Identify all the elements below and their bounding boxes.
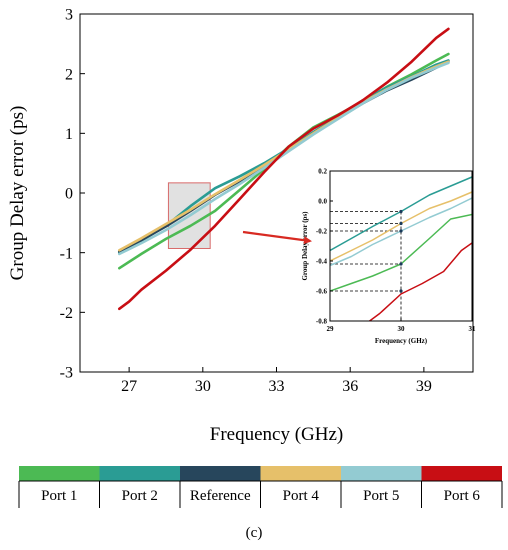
zoom-arrow [242, 230, 312, 245]
main-y-axis-label: Group Delay error (ps) [7, 106, 28, 281]
inset-xtick-label-0: 29 [327, 325, 335, 333]
inset-marker-1 [399, 221, 403, 226]
main-ytick-label-0: -3 [60, 365, 73, 382]
legend: Port 1 Port 2 Reference Port 4 Port 5 Port 6 [18, 466, 503, 508]
inset-ytick-label-0: -0.8 [316, 317, 328, 325]
main-x-axis-label: Frequency (GHz) [210, 424, 343, 445]
inset-ytick-label-4: 0.0 [318, 197, 327, 205]
main-ytick-label-4: 1 [65, 126, 73, 143]
main-ytick-label-1: -2 [60, 305, 73, 322]
legend-swatch-reference [180, 466, 261, 481]
legend-label-port-6: Port 6 [444, 488, 481, 504]
main-series-port-5 [118, 61, 450, 256]
legend-label-port-5: Port 5 [363, 488, 399, 504]
main-ytick-label-2: -1 [60, 245, 73, 262]
legend-swatch-port-2 [99, 466, 180, 481]
main-ytick-label-3: 0 [65, 186, 73, 203]
inset-marker-0 [399, 209, 403, 214]
legend-swatch-port-1 [19, 466, 100, 481]
inset-marker-3 [399, 262, 403, 266]
panel-label: (c) [246, 525, 263, 541]
inset-xtick-label-1: 30 [398, 325, 406, 333]
inset-chart: -0.8 -0.6 -0.4 -0.2 0.0 0.2 29 30 31 Frequency (G… [301, 167, 476, 345]
legend-swatch-port-6 [421, 466, 502, 481]
inset-ytick-label-2: -0.4 [316, 257, 328, 265]
inset-xtick-label-2: 31 [469, 325, 477, 333]
main-ytick-label-6: 3 [65, 7, 73, 24]
legend-swatch-port-4 [260, 466, 341, 481]
main-ytick-label-5: 2 [65, 66, 73, 83]
legend-label-port-1: Port 1 [41, 488, 77, 504]
legend-label-port-2: Port 2 [122, 488, 158, 504]
main-xtick-label-0: 27 [121, 378, 137, 395]
inset-series-port-6 [368, 242, 472, 321]
main-chart: -3 -2 -1 0 1 2 3 27 30 33 36 39 Frequency (GHz) Group… [7, 7, 474, 445]
main-xtick-label-4: 39 [416, 378, 432, 395]
legend-label-port-4: Port 4 [283, 488, 320, 504]
main-xtick-label-2: 33 [269, 378, 285, 395]
inset-plot-bg [330, 171, 472, 321]
zoom-arrow-line [242, 230, 312, 245]
legend-label-reference: Reference [190, 488, 251, 504]
legend-swatch-port-5 [341, 466, 422, 481]
inset-ytick-label-1: -0.6 [316, 287, 328, 295]
inset-x-axis-label: Frequency (GHz) [375, 337, 428, 345]
main-series-port-6 [118, 27, 450, 311]
main-xtick-label-1: 30 [195, 378, 211, 395]
inset-ytick-label-5: 0.2 [318, 167, 327, 175]
inset-ytick-label-3: -0.2 [316, 227, 328, 235]
inset-y-axis-label: Group Delay error (ps) [301, 211, 309, 281]
main-series-group [118, 27, 450, 311]
inset-marker-2 [399, 229, 403, 233]
main-xtick-label-3: 36 [342, 378, 358, 395]
inset-marker-4 [399, 289, 403, 293]
